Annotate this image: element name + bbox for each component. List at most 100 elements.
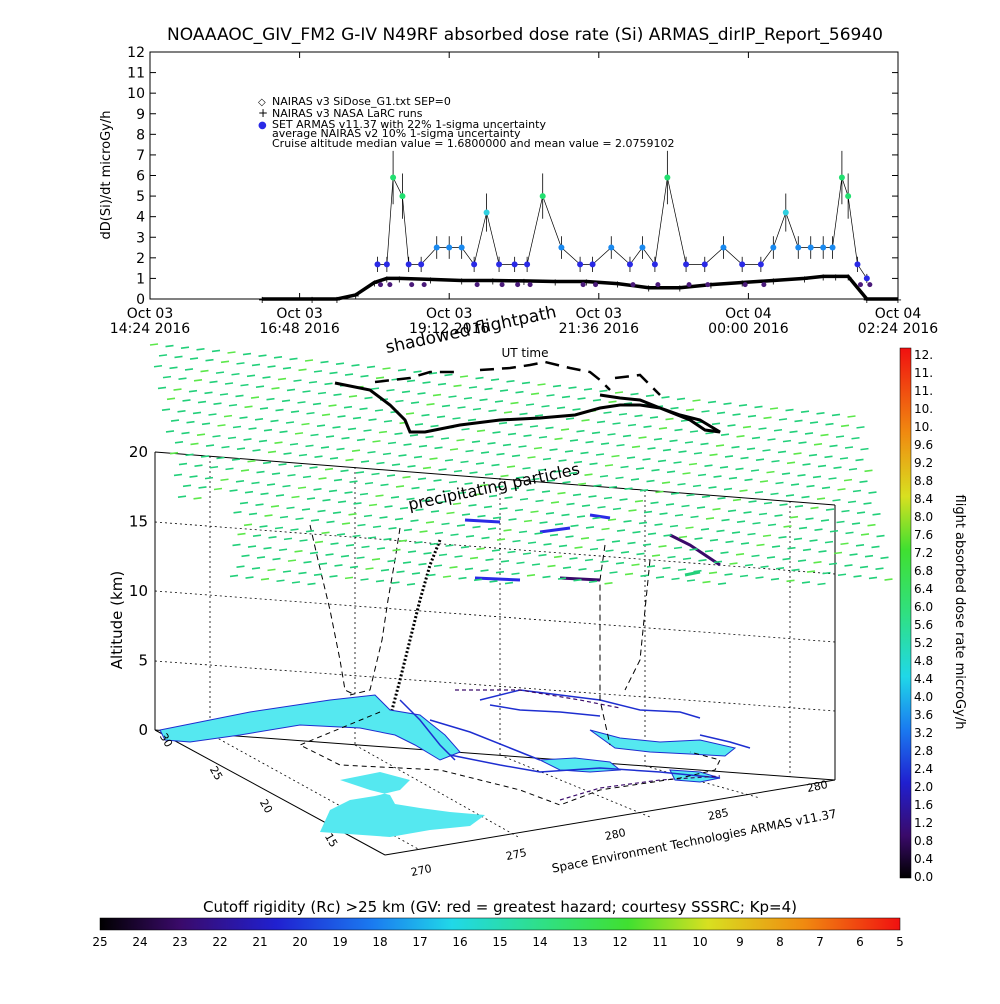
particle-mark (693, 569, 702, 573)
particle-mark (345, 458, 354, 462)
dose-rate-colorbar-tick-label: 3.6 (914, 708, 933, 722)
particle-mark (371, 472, 380, 476)
particle-mark (275, 494, 285, 497)
particle-mark (603, 496, 613, 500)
particle-mark (351, 364, 360, 367)
particle-mark (562, 566, 572, 569)
particle-mark (228, 403, 238, 407)
particle-mark (669, 524, 679, 528)
particle-mark (515, 390, 524, 394)
particle-mark (856, 511, 866, 515)
particle-mark (302, 390, 311, 393)
cutoff-rigidity-colorbar-tick-label: 15 (492, 935, 507, 949)
particle-mark (286, 388, 296, 392)
particle-mark (301, 422, 310, 426)
particle-mark (809, 421, 819, 424)
particle-mark (583, 388, 593, 391)
flight-3d-panel: 0 5 10 15 20 30 25 20 15 270 275 280 285 280 Altitu… (108, 302, 893, 879)
particle-mark (600, 442, 610, 445)
particle-mark (525, 403, 535, 406)
particle-mark (341, 436, 350, 440)
particle-mark (731, 445, 740, 449)
particle-mark (188, 389, 198, 393)
particle-mark (239, 416, 248, 420)
particle-mark (374, 409, 384, 412)
particle-mark (739, 574, 749, 578)
particle-mark (282, 570, 292, 573)
particle-mark (708, 486, 717, 489)
particle-mark (649, 416, 659, 419)
particle-mark (801, 581, 811, 584)
particle-mark (859, 480, 868, 484)
particle-mark (526, 574, 536, 577)
particle-mark (316, 424, 326, 428)
particle-mark (165, 430, 175, 433)
particle-mark (508, 518, 517, 521)
particle-mark (704, 464, 713, 468)
particle-mark (681, 504, 690, 508)
cutoff-rigidity-colorbar-tick-label: 14 (532, 935, 547, 949)
particle-mark (836, 520, 845, 524)
particle-mark (884, 578, 893, 581)
particle-mark (545, 426, 554, 430)
dose-rate-colorbar-tick-label: 8.8 (914, 474, 933, 488)
particle-mark (771, 545, 781, 548)
particle-mark (365, 567, 374, 570)
particle-mark (661, 481, 671, 484)
particle-mark (411, 572, 421, 575)
cutoff-rigidity-colorbar-tick-label: 6 (856, 935, 864, 949)
particle-mark (584, 473, 593, 476)
particle-mark (787, 546, 796, 550)
latitude-tick-label: 25 (207, 764, 225, 783)
particle-mark (518, 530, 528, 534)
particle-mark (489, 580, 498, 583)
particle-mark (496, 452, 505, 456)
particle-mark (769, 407, 779, 410)
particle-mark (368, 418, 377, 421)
particle-mark (487, 442, 496, 445)
dose-rate-colorbar-tick-label: 4.4 (914, 672, 933, 686)
particle-mark (177, 495, 187, 498)
particle-mark (721, 518, 730, 522)
particle-mark (674, 513, 684, 517)
particle-mark (442, 489, 451, 493)
dose-rate-colorbar-tick-label: 5.6 (914, 618, 933, 632)
particle-mark (523, 434, 532, 437)
particle-mark (274, 526, 284, 530)
particle-mark (209, 465, 219, 469)
particle-mark (320, 360, 329, 364)
altitude-tick-label: 10 (129, 582, 148, 600)
particle-mark (289, 357, 298, 361)
particle-mark (356, 556, 365, 560)
particle-mark (440, 437, 450, 440)
particle-mark (527, 456, 536, 459)
particle-mark (477, 514, 486, 518)
particle-mark (270, 504, 280, 508)
series-armas-low-point (527, 282, 533, 288)
particle-mark (692, 399, 701, 402)
particle-mark (465, 449, 474, 453)
particle-mark (851, 436, 860, 440)
particle-mark (727, 509, 737, 513)
particle-mark (208, 413, 217, 416)
particle-mark (562, 481, 571, 484)
particle-mark (755, 576, 764, 579)
legend-entry-nairas-sep: NAIRAS v3 SiDose_G1.txt SEP=0 (272, 95, 451, 108)
timeseries-series: + + + + + + + + + + + + + + + + + + + + + + + + + (258, 150, 902, 306)
series-nairas-v3-marker: + (800, 274, 808, 285)
particle-mark (291, 495, 300, 499)
legend-entry-nairas-larc: NAIRAS v3 NASA LaRC runs (272, 107, 423, 120)
particle-mark (817, 582, 826, 586)
particle-mark (169, 366, 178, 370)
particle-mark (287, 559, 297, 562)
particle-mark (308, 380, 318, 384)
particle-mark (560, 428, 570, 431)
particle-mark (348, 395, 358, 398)
particle-mark (510, 487, 520, 490)
particle-mark (545, 512, 555, 515)
particle-mark (196, 348, 205, 351)
particle-mark (605, 549, 614, 553)
particle-mark (336, 447, 345, 451)
timeseries-plot-frame (149, 51, 899, 300)
particle-mark (751, 436, 761, 440)
